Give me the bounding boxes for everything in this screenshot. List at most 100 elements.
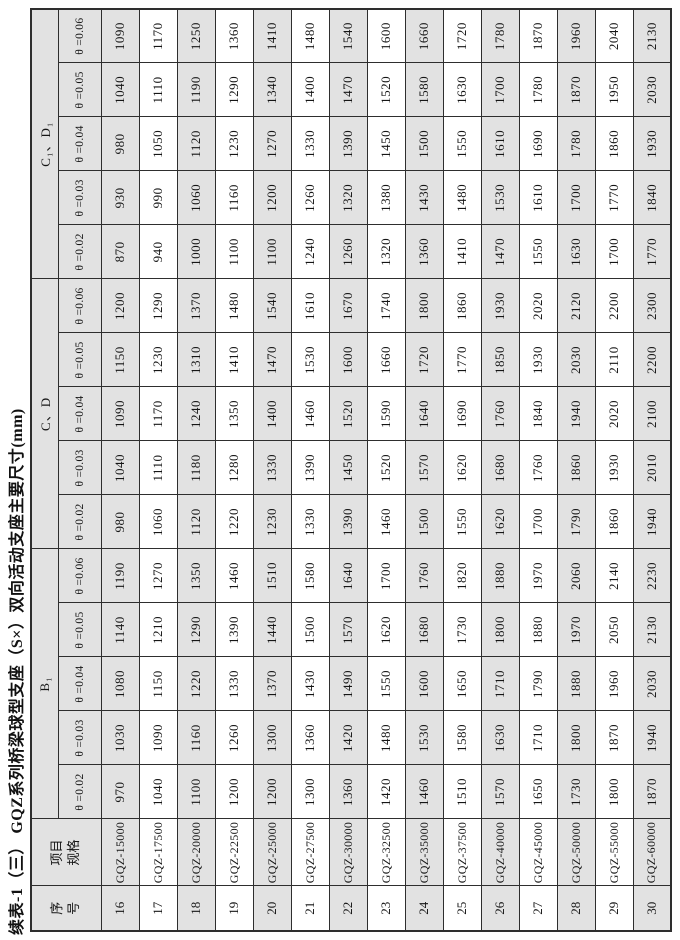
value-cell-C1D1: 1930 [633,116,671,171]
value-cell-C1D1: 1870 [519,8,557,63]
value-cell-B1: 1730 [443,603,481,657]
value-cell-C1D1: 1360 [215,8,253,63]
value-cell-B1: 1260 [215,711,253,765]
value-cell-CD: 1860 [557,440,595,495]
value-cell-C1D1: 1090 [101,8,139,63]
value-cell-B1: 1710 [481,657,519,711]
spec-cell: GQZ-55000 [595,819,633,886]
value-cell-C1D1: 1270 [253,116,291,171]
table-row: 16 GQZ-15000 970 1030 1080 1140 1190 980 1040 109… [101,8,139,931]
value-cell-CD: 1600 [329,332,367,387]
value-cell-CD: 2120 [557,278,595,333]
table-row: 28 GQZ-50000 1730 1800 1880 1970 2060 1790 1860 1… [557,8,595,931]
table-body: 16 GQZ-15000 970 1030 1080 1140 1190 980 1040 109… [101,8,671,931]
value-cell-B1: 1800 [557,711,595,765]
value-cell-CD: 1530 [291,332,329,387]
value-cell-B1: 1190 [101,548,139,603]
value-cell-CD: 1770 [443,332,481,387]
value-cell-B1: 1290 [177,603,215,657]
value-cell-B1: 1570 [329,603,367,657]
value-cell-C1D1: 870 [101,224,139,279]
page-title: 续表-1（三） GQZ系列桥梁球型支座（S×）双向活动支座主要尺寸(mm) [9,408,26,935]
value-cell-C1D1: 1330 [291,116,329,171]
spec-cell: GQZ-35000 [405,819,443,886]
value-cell-C1D1: 1480 [443,170,481,225]
value-cell-C1D1: 1610 [519,170,557,225]
value-cell-C1D1: 980 [101,116,139,171]
value-cell-B1: 1880 [519,603,557,657]
value-cell-CD: 1330 [253,440,291,495]
value-cell-C1D1: 1780 [557,116,595,171]
table-row: 25 GQZ-37500 1510 1580 1650 1730 1820 1550 1620 1… [443,8,481,931]
value-cell-C1D1: 1240 [291,224,329,279]
value-cell-C1D1: 1340 [253,62,291,117]
value-cell-B1: 1330 [215,657,253,711]
table-row: 24 GQZ-35000 1460 1530 1600 1680 1760 1500 1570 1… [405,8,443,931]
value-cell-B1: 1700 [367,548,405,603]
value-cell-C1D1: 1500 [405,116,443,171]
value-cell-CD: 1480 [215,278,253,333]
value-cell-CD: 1460 [291,386,329,441]
table-row: 18 GQZ-20000 1100 1160 1220 1290 1350 1120 1180 1… [177,8,215,931]
value-cell-CD: 1390 [291,440,329,495]
spec-header-line: 项目 [49,839,65,866]
value-cell-B1: 1210 [139,603,177,657]
value-cell-CD: 1230 [253,494,291,549]
value-cell-CD: 1060 [139,494,177,549]
value-cell-CD: 1390 [329,494,367,549]
theta-header-C1D1: θ =0.04 [58,116,101,171]
value-cell-B1: 1510 [253,548,291,603]
theta-header-CD: θ =0.06 [58,278,101,333]
value-cell-CD: 1690 [443,386,481,441]
value-cell-B1: 1580 [291,548,329,603]
value-cell-CD: 2020 [595,386,633,441]
row-number-cell: 20 [253,886,291,931]
value-cell-C1D1: 1470 [481,224,519,279]
value-cell-CD: 2030 [557,332,595,387]
value-cell-CD: 1790 [557,494,595,549]
spec-column-header: 项目 规格 [31,819,101,886]
value-cell-B1: 1390 [215,603,253,657]
value-cell-C1D1: 1260 [291,170,329,225]
value-cell-B1: 2140 [595,548,633,603]
spec-cell: GQZ-22500 [215,819,253,886]
table-row: 26 GQZ-40000 1570 1630 1710 1800 1880 1620 1680 1… [481,8,519,931]
value-cell-CD: 1170 [139,386,177,441]
value-cell-B1: 1970 [519,548,557,603]
value-cell-C1D1: 1580 [405,62,443,117]
value-cell-CD: 1620 [443,440,481,495]
value-cell-C1D1: 1700 [481,62,519,117]
value-cell-CD: 1520 [367,440,405,495]
dimensions-table: 序号项目 规格 B₁ C、D C₁、D₁ θ =0.02 θ =0.03 θ =0.04 θ … [30,7,672,932]
value-cell-B1: 1460 [215,548,253,603]
value-cell-CD: 1840 [519,386,557,441]
index-column-header: 序号 [31,886,101,931]
value-cell-C1D1: 1700 [595,224,633,279]
value-cell-B1: 2130 [633,603,671,657]
value-cell-C1D1: 1410 [443,224,481,279]
theta-header-CD: θ =0.03 [58,440,101,495]
value-cell-CD: 1640 [405,386,443,441]
value-cell-C1D1: 1780 [481,8,519,63]
value-cell-C1D1: 1770 [595,170,633,225]
value-cell-CD: 1680 [481,440,519,495]
value-cell-C1D1: 1700 [557,170,595,225]
value-cell-CD: 1720 [405,332,443,387]
value-cell-B1: 1220 [177,657,215,711]
value-cell-B1: 1360 [291,711,329,765]
value-cell-CD: 1150 [101,332,139,387]
value-cell-C1D1: 1390 [329,116,367,171]
value-cell-C1D1: 1100 [215,224,253,279]
value-cell-CD: 2010 [633,440,671,495]
theta-header-CD: θ =0.05 [58,332,101,387]
value-cell-CD: 1930 [595,440,633,495]
value-cell-B1: 2230 [633,548,671,603]
table-row: 23 GQZ-32500 1420 1480 1550 1620 1700 1460 1520 1… [367,8,405,931]
value-cell-C1D1: 1530 [481,170,519,225]
row-number-cell: 17 [139,886,177,931]
spec-cell: GQZ-32500 [367,819,405,886]
value-cell-C1D1: 1400 [291,62,329,117]
table-row: 20 GQZ-25000 1200 1300 1370 1440 1510 1230 1330 1… [253,8,291,931]
value-cell-CD: 1110 [139,440,177,495]
